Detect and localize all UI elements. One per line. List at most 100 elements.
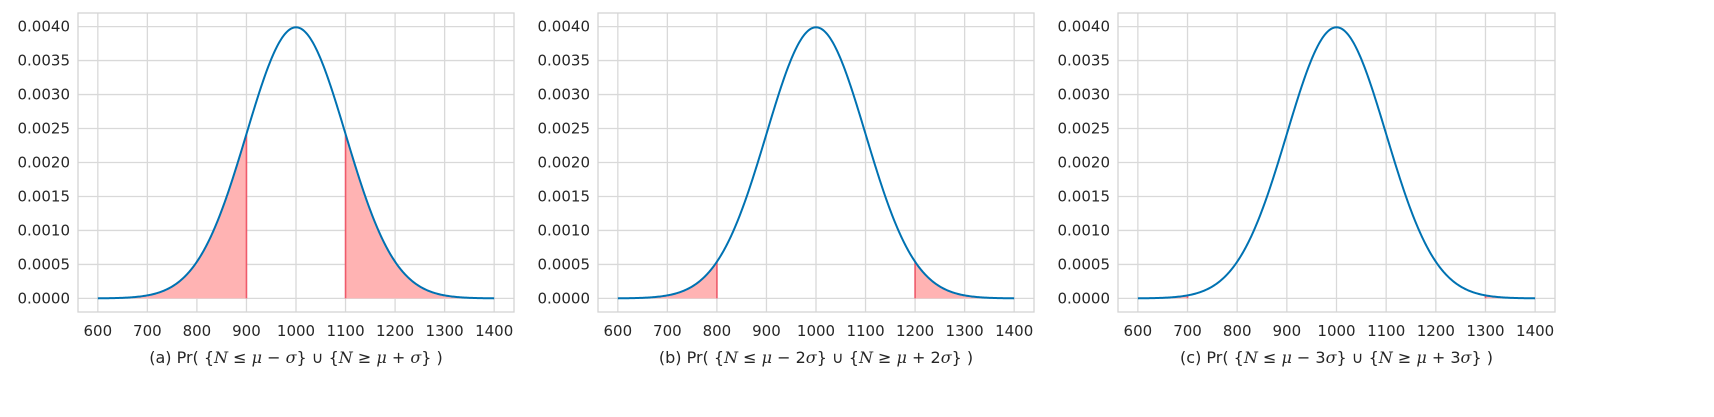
caption-rel2: ≥ <box>353 348 377 367</box>
y-tick-label: 0.0005 <box>18 255 71 273</box>
y-tick-label: 0.0020 <box>18 154 71 172</box>
caption-var1: N <box>213 348 229 367</box>
caption-op2: + <box>1427 348 1451 367</box>
x-tick-label: 1400 <box>475 322 513 340</box>
plot-frame <box>1117 12 1556 313</box>
caption-sigma2: σ <box>410 348 422 367</box>
y-tick-label: 0.0040 <box>18 18 71 36</box>
caption-prefix: (c) Pr( { <box>1180 348 1244 367</box>
y-tick-label: 0.0030 <box>18 86 71 104</box>
caption-mid: } ∪ { <box>1337 348 1379 367</box>
caption-sigma2: σ <box>941 348 953 367</box>
x-tick-label: 800 <box>703 322 732 340</box>
x-tick-label: 1100 <box>326 322 364 340</box>
caption-sigma1: σ <box>286 348 298 367</box>
x-tick-label: 1000 <box>277 322 315 340</box>
plot-frame <box>597 12 1035 313</box>
x-tick-label: 1100 <box>1367 322 1405 340</box>
x-tick-label: 1200 <box>376 322 414 340</box>
y-tick-label: 0.0015 <box>538 187 591 205</box>
x-tick-label: 1400 <box>995 322 1033 340</box>
x-tick-label: 800 <box>1223 322 1252 340</box>
caption-var1: N <box>1243 348 1259 367</box>
x-tick-label: 1300 <box>1466 322 1504 340</box>
caption-mu1: μ <box>252 348 262 367</box>
chart-panel-3: 600 700 800 900 1000 1100 1200 1300 1400 0.0000 0.… <box>1058 12 1556 367</box>
caption-rel1: ≤ <box>228 348 252 367</box>
x-tick-label: 900 <box>232 322 261 340</box>
caption-suffix: } ) <box>952 348 974 367</box>
x-tick-label: 1300 <box>426 322 464 340</box>
caption-suffix: } ) <box>421 348 443 367</box>
shaded-tail-region <box>915 261 1015 299</box>
caption-prefix: (a) Pr( { <box>149 348 214 367</box>
caption-sigma1: σ <box>806 348 818 367</box>
plot-frame <box>77 12 515 313</box>
density-curve <box>97 26 495 300</box>
caption-rel2: ≥ <box>1393 348 1417 367</box>
x-tick-label: 900 <box>1273 322 1302 340</box>
x-tick-label: 1200 <box>1417 322 1455 340</box>
chart-panel-2: 600 700 800 900 1000 1100 1200 1300 1400 0.0000 0.… <box>538 12 1035 367</box>
caption-var2: N <box>858 348 874 367</box>
y-tick-label: 0.0000 <box>538 289 591 307</box>
panel-caption: (b) Pr( {N ≤ μ − 2σ} ∪ {N ≥ μ + 2σ} ) <box>659 348 973 367</box>
caption-mu2: μ <box>897 348 907 367</box>
caption-k1: 2 <box>796 348 806 367</box>
y-tick-label: 0.0010 <box>1058 221 1111 239</box>
caption-var2: N <box>338 348 354 367</box>
y-tick-label: 0.0015 <box>18 187 71 205</box>
caption-mid: } ∪ { <box>297 348 339 367</box>
caption-var1: N <box>723 348 739 367</box>
y-tick-label: 0.0020 <box>1058 154 1111 172</box>
y-tick-label: 0.0035 <box>18 52 71 70</box>
shaded-tail-region <box>345 133 495 299</box>
x-tick-label: 1200 <box>896 322 934 340</box>
x-tick-label: 900 <box>752 322 781 340</box>
x-tick-label: 800 <box>183 322 212 340</box>
y-tick-label: 0.0000 <box>1058 289 1111 307</box>
y-tick-label: 0.0000 <box>18 289 71 307</box>
caption-mu1: μ <box>1281 348 1291 367</box>
caption-mid: } ∪ { <box>817 348 859 367</box>
x-tick-label: 1400 <box>1516 322 1554 340</box>
caption-k1: 3 <box>1315 348 1325 367</box>
caption-op1: − <box>1292 348 1316 367</box>
y-tick-label: 0.0005 <box>1058 255 1111 273</box>
caption-op1: − <box>262 348 286 367</box>
caption-rel1: ≤ <box>738 348 762 367</box>
x-tick-label: 700 <box>653 322 682 340</box>
caption-k2: 3 <box>1450 348 1460 367</box>
x-tick-label: 1300 <box>946 322 984 340</box>
x-tick-label: 1000 <box>1317 322 1355 340</box>
panel-caption: (c) Pr( {N ≤ μ − 3σ} ∪ {N ≥ μ + 3σ} ) <box>1180 348 1493 367</box>
caption-sigma1: σ <box>1326 348 1338 367</box>
x-tick-label: 600 <box>1124 322 1153 340</box>
y-tick-label: 0.0035 <box>1058 52 1111 70</box>
caption-suffix: } ) <box>1471 348 1493 367</box>
panel-caption: (a) Pr( {N ≤ μ − σ} ∪ {N ≥ μ + σ} ) <box>149 348 443 367</box>
x-tick-label: 700 <box>133 322 162 340</box>
x-tick-label: 600 <box>603 322 632 340</box>
y-tick-label: 0.0010 <box>538 221 591 239</box>
density-curve <box>617 26 1015 300</box>
x-tick-label: 1000 <box>797 322 835 340</box>
caption-op2: + <box>907 348 931 367</box>
y-tick-label: 0.0005 <box>538 255 591 273</box>
caption-mu2: μ <box>1416 348 1426 367</box>
shaded-tail-region <box>97 133 247 299</box>
y-tick-label: 0.0040 <box>1058 18 1111 36</box>
caption-op2: + <box>387 348 411 367</box>
density-curve <box>1137 26 1536 300</box>
y-tick-label: 0.0030 <box>538 86 591 104</box>
caption-prefix: (b) Pr( { <box>659 348 724 367</box>
y-tick-label: 0.0035 <box>538 52 591 70</box>
caption-var2: N <box>1378 348 1394 367</box>
caption-op1: − <box>772 348 796 367</box>
y-tick-label: 0.0025 <box>538 120 591 138</box>
caption-k2: 2 <box>931 348 941 367</box>
chart-panel-1: 600 700 800 900 1000 1100 1200 1300 1400 0.0000 0.… <box>18 12 515 367</box>
y-tick-label: 0.0015 <box>1058 187 1111 205</box>
y-tick-label: 0.0040 <box>538 18 591 36</box>
